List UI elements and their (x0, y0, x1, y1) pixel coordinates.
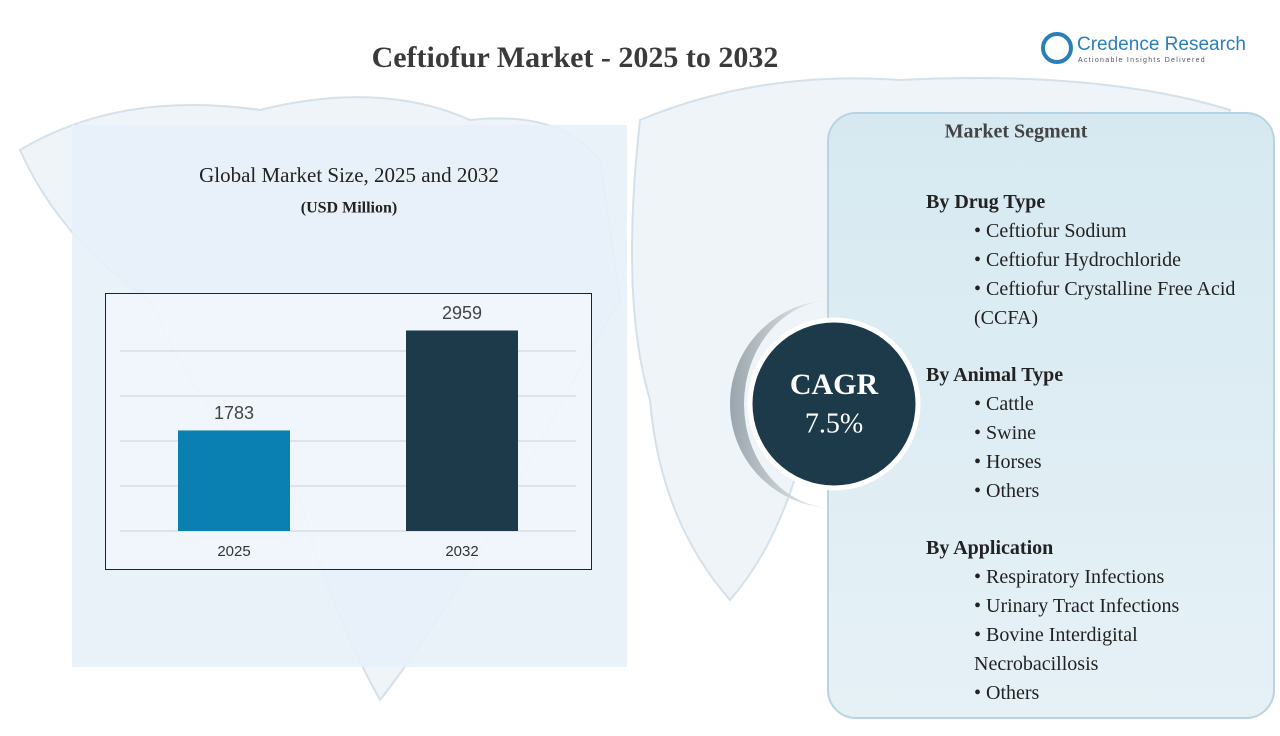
segment-item: • Others (974, 682, 1040, 704)
segment-group: By Animal Type • Cattle • Swine • Horses • O… (926, 361, 1256, 506)
cagr-label: CAGR (790, 368, 879, 401)
segment-group: By Drug Type • Ceftiofur Sodium • Ceftiofu… (926, 188, 1256, 333)
segment-heading: By Animal Type (926, 364, 1064, 386)
segment-group: By Application • Respiratory Infections • … (926, 534, 1256, 708)
cagr-shadow (730, 300, 834, 508)
logo-name: Credence Research (1077, 34, 1246, 55)
canvas: Ceftiofur Market - 2025 to 2032 Credence… (18, 32, 1275, 719)
segment-list: By Drug Type • Ceftiofur Sodium • Ceftiofu… (926, 188, 1256, 736)
segment-item: • Respiratory Infections (974, 566, 1165, 588)
cagr-circle (747, 317, 921, 491)
segment-title: Market Segment (945, 121, 1088, 143)
x-tick-label: 2032 (445, 543, 478, 560)
segment-item: • Bovine Interdigital Necrobacillosis (974, 624, 1138, 675)
segment-heading: By Application (926, 537, 1054, 559)
segment-item: • Cattle (974, 393, 1034, 415)
data-label: 2959 (442, 303, 482, 323)
segment-item: • Ceftiofur Sodium (974, 220, 1127, 242)
chart-subtitle: (USD Million) (301, 200, 397, 217)
data-label: 1783 (214, 403, 254, 423)
segment-item: • Swine (974, 422, 1037, 444)
logo: Credence Research Actionable Insights De… (1041, 32, 1246, 64)
cagr-value: 7.5% (805, 408, 863, 439)
bar (178, 430, 290, 531)
x-tick-label: 2025 (217, 543, 250, 560)
bar (406, 330, 518, 531)
page-title: Ceftiofur Market - 2025 to 2032 (372, 41, 779, 74)
segment-item: • Horses (974, 451, 1042, 473)
chart-title: Global Market Size, 2025 and 2032 (199, 163, 499, 187)
logo-tagline: Actionable Insights Delivered (1078, 57, 1206, 64)
segment-item: • Ceftiofur Hydrochloride (974, 249, 1181, 271)
segment-heading: By Drug Type (926, 191, 1046, 213)
segment-item: • Others (974, 480, 1040, 502)
logo-icon (1041, 32, 1073, 64)
segment-item: • Ceftiofur Crystalline Free Acid (CCFA) (974, 278, 1236, 329)
infographic: Ceftiofur Market - 2025 to 2032 Credence… (18, 32, 1275, 719)
segment-item: • Urinary Tract Infections (974, 595, 1180, 617)
